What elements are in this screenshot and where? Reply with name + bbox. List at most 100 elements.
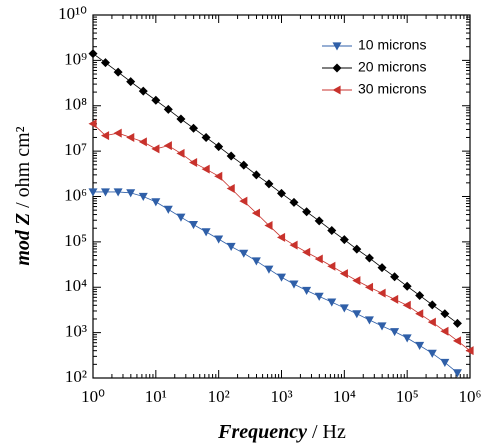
marker [427,349,437,358]
marker [189,158,198,168]
x-tick-label: 10⁴ [333,387,356,406]
marker [377,263,387,273]
marker [327,226,337,236]
marker [264,179,274,189]
marker [332,42,342,51]
marker [332,85,341,95]
marker [314,216,324,226]
marker [302,286,312,295]
marker [100,58,110,68]
x-tick-label: 10¹ [145,387,167,406]
marker [163,141,172,151]
marker [427,317,436,327]
marker [138,137,147,147]
marker [100,188,110,197]
marker [151,198,161,207]
marker [176,213,186,222]
marker [289,197,299,207]
marker [88,119,97,129]
marker [377,288,386,298]
marker [251,257,261,266]
series [88,188,462,378]
x-tick-label: 10⁵ [396,387,419,406]
marker [226,151,236,161]
marker [126,77,136,87]
marker [264,220,273,230]
marker [402,334,412,343]
x-label-main: Frequency [217,421,307,443]
marker [402,281,412,291]
marker [201,164,210,174]
marker [352,310,362,319]
marker [126,132,135,142]
marker [214,171,223,181]
marker [189,123,199,133]
marker [452,369,462,378]
marker [277,232,286,242]
marker [138,86,148,96]
marker [251,208,260,218]
marker [264,265,274,274]
marker [415,341,425,351]
marker [113,128,122,138]
marker [377,322,387,331]
series [88,119,474,356]
marker [402,300,411,310]
marker [452,318,462,328]
marker [440,358,450,367]
y-tick-label: 10¹⁰ [58,4,87,23]
marker [176,148,185,158]
marker [339,269,348,279]
marker [239,196,248,206]
marker [364,282,374,292]
x-tick-label: 10³ [270,387,292,406]
x-tick-label: 10⁰ [81,387,105,406]
marker [88,49,98,59]
legend-label: 10 microns [358,37,426,53]
marker [214,142,224,152]
marker [151,144,160,154]
y-tick-label: 10⁴ [64,276,87,295]
marker [415,309,424,319]
marker [289,280,299,289]
y-tick-label: 10⁶ [64,185,87,204]
marker [138,192,148,201]
marker [352,244,362,254]
marker [364,253,374,263]
marker [339,304,349,313]
y-tick-label: 10³ [65,322,87,341]
y-tick-label: 10⁵ [64,231,87,250]
legend-label: 20 microns [358,59,426,75]
x-axis-label: Frequency / Hz [217,421,346,443]
y-tick-label: 10⁷ [64,140,87,159]
marker [189,221,199,230]
marker [289,240,298,250]
marker [214,235,224,244]
marker [440,326,449,336]
series-line [93,191,458,374]
marker [226,184,235,194]
marker [390,328,400,337]
marker [302,247,311,257]
y-tick-label: 10² [65,367,87,386]
marker [327,261,336,271]
marker [239,160,249,170]
marker [427,300,437,310]
legend-label: 30 microns [358,81,426,97]
marker [163,104,173,114]
marker [226,242,236,252]
marker [415,290,425,300]
y-label-main: mod Z [12,213,34,266]
y-axis-label: mod Z / ohm cm² [12,126,34,265]
marker [332,63,342,73]
marker [339,235,349,245]
y-tick-label: 10⁸ [64,95,87,114]
marker [352,276,361,286]
marker [201,132,211,142]
marker [302,207,312,217]
marker [100,131,110,141]
marker [201,228,211,237]
y-tick-label: 10⁹ [64,49,87,68]
marker [327,298,337,307]
